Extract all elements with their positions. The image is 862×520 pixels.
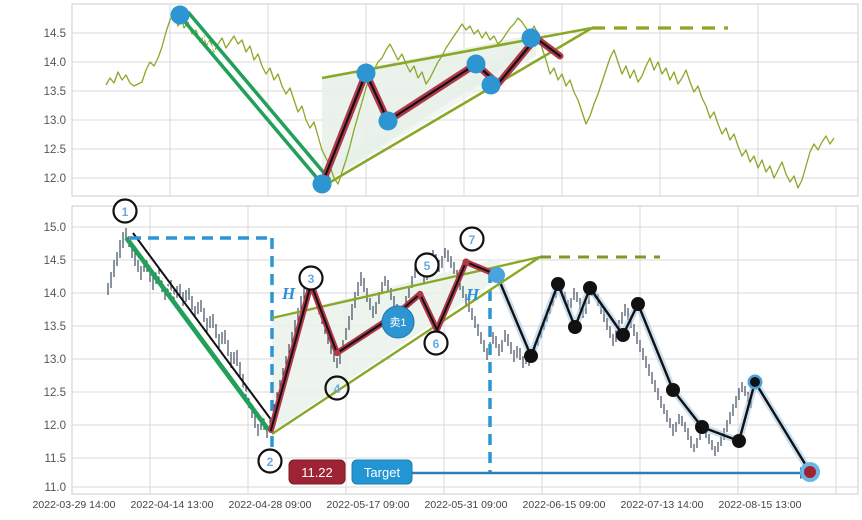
detail-zigzag-core <box>495 273 812 474</box>
detail-ytick: 11.0 <box>44 482 66 494</box>
detail-xtick: 2022-06-15 09:00 <box>523 499 606 511</box>
overview-ytick: 14.0 <box>44 57 66 69</box>
detail-ytick: 12.0 <box>44 420 66 432</box>
sell-marker[interactable]: 卖1 <box>381 305 415 339</box>
pivot-dot-c[interactable] <box>356 63 376 83</box>
overview-price-line <box>105 13 835 189</box>
pivot-dot-g[interactable] <box>521 28 541 48</box>
wave-marker-3-label: 3 <box>308 272 315 286</box>
target-badge-label: Target <box>364 465 401 480</box>
overview-ytick: 14.5 <box>44 28 66 40</box>
price-badge[interactable]: 11.22 <box>288 459 346 485</box>
overview-ytick: 13.5 <box>44 86 66 98</box>
zigzag-node[interactable] <box>524 349 538 363</box>
impulse-pivot[interactable] <box>416 290 424 298</box>
detail-xtick: 2022-07-13 14:00 <box>621 499 704 511</box>
pivot-dot-a[interactable] <box>170 5 190 25</box>
wave-marker-6-label: 6 <box>433 337 440 351</box>
wave-marker-1[interactable]: 1 <box>112 198 138 224</box>
wave-marker-2-label: 2 <box>267 455 274 469</box>
detail-ytick: 11.5 <box>44 453 66 465</box>
detail-wedge-fill <box>272 258 500 432</box>
detail-green-trend <box>124 232 276 433</box>
wave-markers: 1 2 3 4 5 <box>112 198 485 474</box>
detail-xtick: 2022-05-31 09:00 <box>425 499 508 511</box>
zigzag-node[interactable] <box>583 281 597 295</box>
target-badge[interactable]: Target <box>351 459 413 485</box>
detail-target-projection <box>754 381 811 473</box>
overview-pivot-dots <box>170 5 541 194</box>
pivot-dot-f[interactable] <box>481 75 501 95</box>
detail-panel: 15.0 14.5 14.0 13.5 13.0 12.5 12.0 11.5 … <box>33 198 859 511</box>
wave-marker-5[interactable]: 5 <box>414 252 440 278</box>
wave-marker-7[interactable]: 7 <box>459 226 485 252</box>
detail-ytick: 14.5 <box>44 255 66 267</box>
wave-marker-4[interactable]: 4 <box>324 375 350 401</box>
overview-gridlines-h <box>72 32 858 179</box>
zigzag-node[interactable] <box>750 377 760 387</box>
detail-xtick: 2022-04-14 13:00 <box>131 499 214 511</box>
wave-marker-6[interactable]: 6 <box>423 330 449 356</box>
detail-xtick: 2022-03-29 14:00 <box>33 499 116 511</box>
detail-gridlines-h <box>72 226 858 488</box>
wave-marker-4-label: 4 <box>334 382 341 396</box>
pivot-dot-b[interactable] <box>312 174 332 194</box>
detail-xtick: 2022-05-17 09:00 <box>327 499 410 511</box>
overview-ytick: 12.0 <box>44 173 66 185</box>
wave-marker-1-label: 1 <box>122 205 129 219</box>
detail-ytick: 14.0 <box>44 288 66 300</box>
wave-marker-5-label: 5 <box>424 259 431 273</box>
detail-xtick: 2022-04-28 09:00 <box>229 499 312 511</box>
overview-wedge-lower <box>321 26 593 189</box>
detail-wedge-lower <box>271 255 541 436</box>
pivot-dot-d[interactable] <box>378 111 398 131</box>
detail-wedge-upper <box>271 255 541 320</box>
detail-ytick: 12.5 <box>44 387 66 399</box>
zigzag-node[interactable] <box>551 277 565 291</box>
detail-zigzag-nodes <box>524 277 763 448</box>
overview-y-axis: 14.5 14.0 13.5 13.0 12.5 12.0 <box>44 28 66 185</box>
zigzag-node[interactable] <box>666 383 680 397</box>
overview-ytick: 12.5 <box>44 144 66 156</box>
detail-y-axis: 15.0 14.5 14.0 13.5 13.0 12.5 12.0 11.5 … <box>44 222 66 494</box>
detail-ytick: 15.0 <box>44 222 66 234</box>
overview-green-trend <box>178 10 332 186</box>
detail-ytick: 13.0 <box>44 354 66 366</box>
zigzag-node[interactable] <box>631 297 645 311</box>
wave-marker-2[interactable]: 2 <box>257 448 283 474</box>
zigzag-node[interactable] <box>695 420 709 434</box>
zigzag-node[interactable] <box>568 320 582 334</box>
zigzag-node[interactable] <box>732 434 746 448</box>
impulse-pivot[interactable] <box>462 258 470 266</box>
sell-marker-label: 卖1 <box>389 316 406 329</box>
wave-marker-7-label: 7 <box>469 233 476 247</box>
detail-impulse-black <box>270 261 498 431</box>
price-badge-label: 11.22 <box>301 465 333 480</box>
wave-7-dot[interactable] <box>489 267 505 283</box>
target-marker-inner[interactable] <box>804 466 816 478</box>
overview-panel: 14.5 14.0 13.5 13.0 12.5 12.0 <box>44 3 859 197</box>
wave-marker-3[interactable]: 3 <box>298 265 324 291</box>
detail-x-axis: 2022-03-29 14:00 2022-04-14 13:00 2022-0… <box>33 499 802 511</box>
impulse-pivot[interactable] <box>333 349 341 357</box>
overview-ytick: 13.0 <box>44 115 66 127</box>
zigzag-node[interactable] <box>616 328 630 342</box>
h-label-2: H <box>465 285 480 304</box>
pivot-dot-e[interactable] <box>466 54 486 74</box>
detail-xtick: 2022-08-15 13:00 <box>719 499 802 511</box>
h-label-1: H <box>281 284 296 303</box>
detail-plot-area <box>71 205 859 495</box>
detail-ytick: 13.5 <box>44 321 66 333</box>
